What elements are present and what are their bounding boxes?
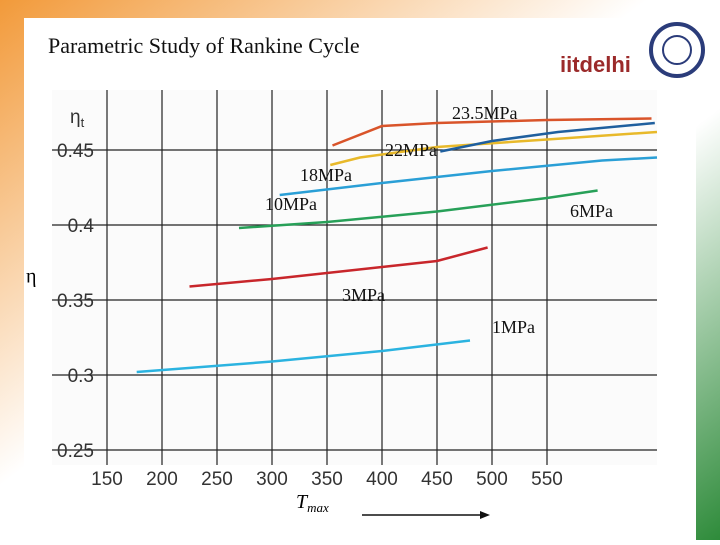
series-label: 22MPa <box>385 140 437 160</box>
y-tick-label: 0.45 <box>57 141 94 162</box>
series-line <box>189 246 488 288</box>
x-tick-label: 400 <box>366 469 398 490</box>
y-axis-label: η <box>26 266 36 288</box>
series-label: 1MPa <box>492 317 535 337</box>
arrow-head <box>480 511 490 519</box>
x-tick-label: 250 <box>201 469 233 490</box>
series-label: 18MPa <box>300 165 352 185</box>
series-line <box>279 156 658 197</box>
x-tick-label: 150 <box>91 469 123 490</box>
series-line <box>440 121 655 153</box>
series-label: 3MPa <box>342 285 385 305</box>
series-label: 10MPa <box>265 194 317 214</box>
y-tick-label: 0.4 <box>68 216 95 237</box>
logo-text: iitdelhi <box>560 52 631 77</box>
plot-area <box>52 90 657 465</box>
series-line <box>332 117 652 147</box>
logo-emblem <box>649 22 705 78</box>
x-axis-label-base: T <box>296 491 309 513</box>
series-line <box>238 189 598 230</box>
y-tick-label: 0.25 <box>57 441 94 462</box>
series-label: 23.5MPa <box>452 103 518 123</box>
x-tick-label: 450 <box>421 469 453 490</box>
x-tick-label: 500 <box>476 469 508 490</box>
series-label: 6MPa <box>570 201 613 221</box>
axis-label-sub: t <box>81 115 85 130</box>
x-axis-label: Tmax <box>296 491 329 515</box>
axis-label: ηt <box>70 107 85 130</box>
axis-label-base: η <box>70 107 81 128</box>
x-tick-label: 200 <box>146 469 178 490</box>
series-line <box>329 130 658 167</box>
x-tick-label: 550 <box>531 469 563 490</box>
slide-title: Parametric Study of Rankine Cycle <box>48 33 360 58</box>
y-tick-label: 0.35 <box>57 291 94 312</box>
x-axis-label-sub: max <box>307 500 329 515</box>
x-tick-label: 300 <box>256 469 288 490</box>
logo-emblem-inner <box>662 35 692 65</box>
x-tick-label: 350 <box>311 469 343 490</box>
series-line <box>136 339 471 374</box>
y-tick-label: 0.3 <box>68 366 94 387</box>
